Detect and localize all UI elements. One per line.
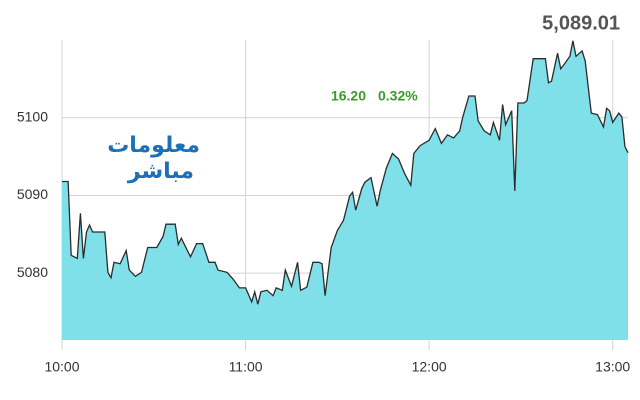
logo-line1: معلومات bbox=[107, 133, 200, 158]
change: 16.20 bbox=[331, 88, 366, 104]
price-line bbox=[62, 40, 629, 305]
area-fill bbox=[62, 40, 628, 341]
y-tick-label: 5090 bbox=[17, 186, 48, 202]
x-tick-label: 10:00 bbox=[44, 359, 79, 375]
x-tick-label: 13:00 bbox=[595, 359, 630, 375]
x-tick-label: 11:00 bbox=[229, 359, 263, 375]
y-tick-label: 5080 bbox=[17, 264, 48, 280]
x-tick-label: 12:00 bbox=[412, 359, 447, 375]
logo-line2: مباشر bbox=[127, 159, 194, 184]
change-pct: 0.32% bbox=[378, 88, 418, 104]
y-tick-label: 5100 bbox=[17, 108, 48, 124]
plot bbox=[62, 40, 629, 341]
price: 5,089.01 bbox=[542, 12, 620, 34]
